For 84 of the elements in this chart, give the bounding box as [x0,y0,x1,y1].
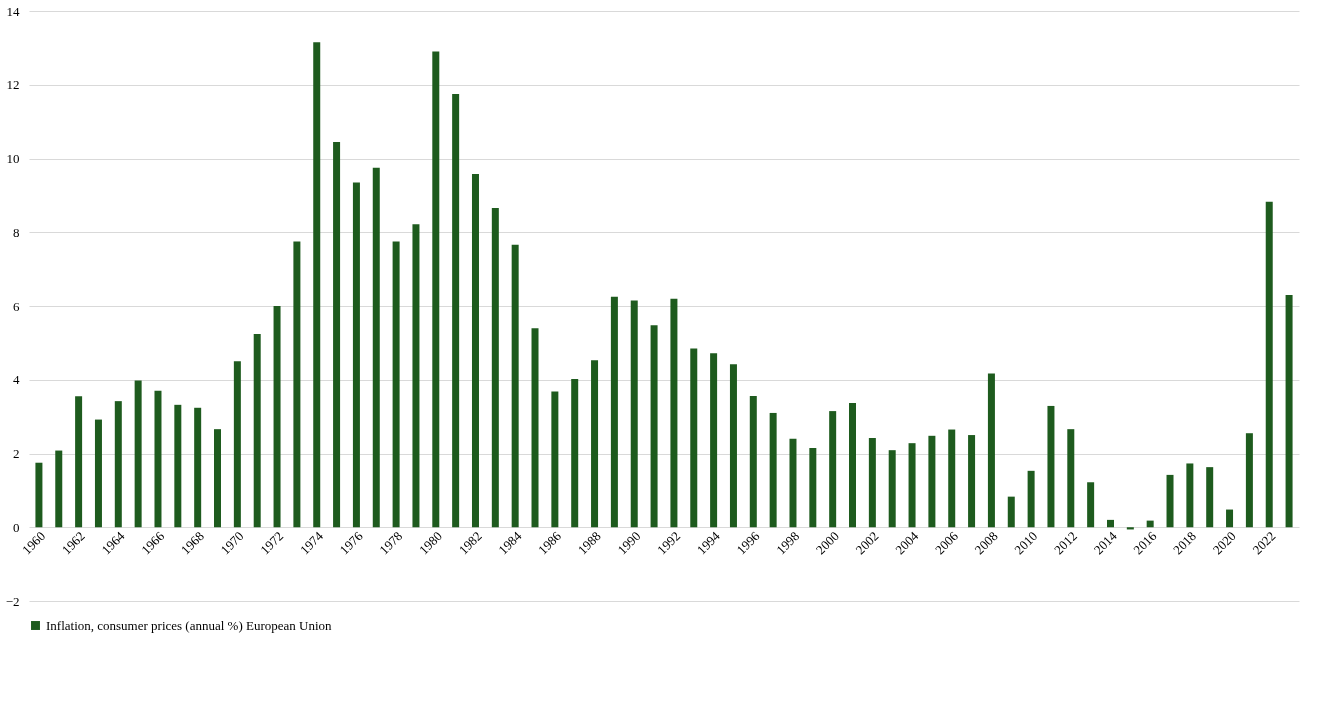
bar [650,325,658,528]
y-tick-label: 12 [6,77,20,93]
y-tick-label: 4 [13,372,20,388]
bar [868,438,876,528]
bar [1265,201,1273,528]
bar [610,296,618,528]
bar [670,298,678,528]
bar [154,390,162,528]
y-tick-label: 8 [13,224,20,240]
bar [35,462,43,528]
bar [591,360,599,528]
bar [789,438,797,528]
bar [1067,429,1075,528]
bar [333,141,341,528]
bar [968,435,976,528]
y-tick-label: −2 [5,593,20,609]
bar [531,328,539,528]
bar [948,429,956,528]
bar [571,379,579,528]
bar [75,396,83,528]
bar [1245,433,1253,528]
bar [94,419,102,528]
x-tick-label: 1988 [574,528,604,558]
bar [412,224,420,528]
bar [710,353,718,528]
bar [987,373,995,528]
bar [273,306,281,528]
x-tick-label: 1976 [336,527,366,558]
bar [313,42,321,528]
y-tick-label: 2 [13,446,20,461]
bar [1047,405,1055,528]
bar [769,412,777,528]
bar [1027,470,1035,528]
bar [1166,474,1174,528]
bar [214,429,222,528]
bar [829,411,837,528]
x-tick-label: 1964 [98,527,128,558]
x-tick-label: 1994 [693,527,724,558]
x-tick-label: 1968 [177,528,207,558]
bar [194,407,202,528]
bar [1186,463,1194,528]
bar [1087,482,1095,528]
bar [134,380,142,528]
bar [55,450,63,528]
x-tick-label: 1990 [614,528,644,558]
bar [432,51,440,528]
bar [1226,509,1234,528]
bar [253,334,261,528]
bar [888,450,896,528]
bar [928,435,936,528]
bar [809,447,817,528]
bar [1106,519,1114,528]
bar [372,167,380,528]
bar [352,182,360,528]
x-tick-label: 1962 [58,528,88,558]
bar [233,361,241,528]
x-tick-label: 1996 [733,527,763,558]
bar [392,241,400,528]
bar [491,207,499,528]
bar [471,173,479,528]
bar [849,402,857,528]
bar [630,300,638,528]
bar [114,401,122,528]
bar [452,93,460,528]
x-tick-label: 1982 [455,528,485,558]
bar [511,244,519,528]
bar [551,391,559,528]
y-tick-label: 10 [6,151,20,166]
legend-label: Inflation, consumer prices (annual %) European Union [46,617,333,633]
bar [1285,294,1293,528]
y-tick-label: 0 [13,519,20,535]
bar [690,348,698,528]
bar [293,241,301,528]
bar [749,395,757,528]
bar [1126,527,1134,530]
bar [174,404,182,528]
bar [1146,520,1154,528]
bar [729,364,737,528]
y-tick-label: 6 [13,298,20,314]
bar [908,443,916,528]
bar [1206,467,1214,528]
x-tick-label: 1970 [217,528,247,558]
y-tick-label: 14 [6,3,20,19]
bar [1007,496,1015,528]
